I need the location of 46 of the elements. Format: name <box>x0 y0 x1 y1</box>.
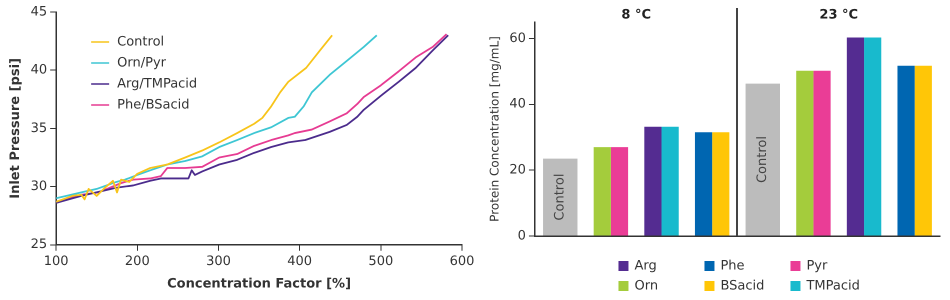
bar <box>897 66 915 236</box>
x-tick-label: 400 <box>287 254 312 269</box>
legend-label: Phe <box>720 258 745 274</box>
x-axis-title: Concentration Factor [%] <box>167 276 352 292</box>
series-label: Control <box>755 136 770 184</box>
y-axis-title: Inlet Pressure [psi] <box>8 58 24 199</box>
annotation: 23 °C <box>819 7 858 22</box>
legend-label: Phe/BSacid <box>117 97 190 112</box>
x-tick-label: 300 <box>206 254 231 269</box>
legend-label: Pyr <box>806 258 828 274</box>
y-tick-label: 30 <box>30 178 48 194</box>
x-tick-label: 100 <box>44 254 69 269</box>
y-tick-label: 40 <box>30 62 48 78</box>
y-tick-label: 40 <box>509 96 526 112</box>
legend-label: Arg <box>634 258 657 274</box>
y-tick-label: 25 <box>30 237 48 252</box>
y-tick-label: 60 <box>509 30 526 46</box>
annotation: 8 °C <box>621 7 652 22</box>
bar <box>846 37 864 236</box>
legend-label: Orn <box>634 278 658 294</box>
legend-label: BSacid <box>720 278 764 294</box>
y-tick-label: 20 <box>509 162 526 178</box>
bar <box>644 126 662 236</box>
y-tick-label: 45 <box>30 4 48 20</box>
x-tick-label: 600 <box>450 254 474 269</box>
text: Control <box>552 174 568 221</box>
bar <box>543 158 578 236</box>
y-tick-label: 0 <box>518 228 526 244</box>
x-tick-label: 200 <box>124 254 150 269</box>
y-axis-title: Protein Concentration [mg/mL] <box>487 36 502 222</box>
bar <box>746 84 780 236</box>
bar <box>694 132 712 236</box>
y-tick-label: 35 <box>30 120 48 136</box>
bar <box>662 126 679 236</box>
legend-label: Orn/Pyr <box>117 55 167 70</box>
legend-label: Control <box>117 34 164 50</box>
legend-label: TMPacid <box>805 278 860 294</box>
bar <box>712 132 730 236</box>
bar <box>813 70 831 236</box>
bar <box>594 147 611 236</box>
bar <box>610 147 628 236</box>
bar <box>914 66 932 236</box>
legend-label: Arg/TMPacid <box>117 76 198 92</box>
x-tick-label: 500 <box>368 254 394 269</box>
bar <box>796 70 814 236</box>
bar <box>864 37 882 236</box>
